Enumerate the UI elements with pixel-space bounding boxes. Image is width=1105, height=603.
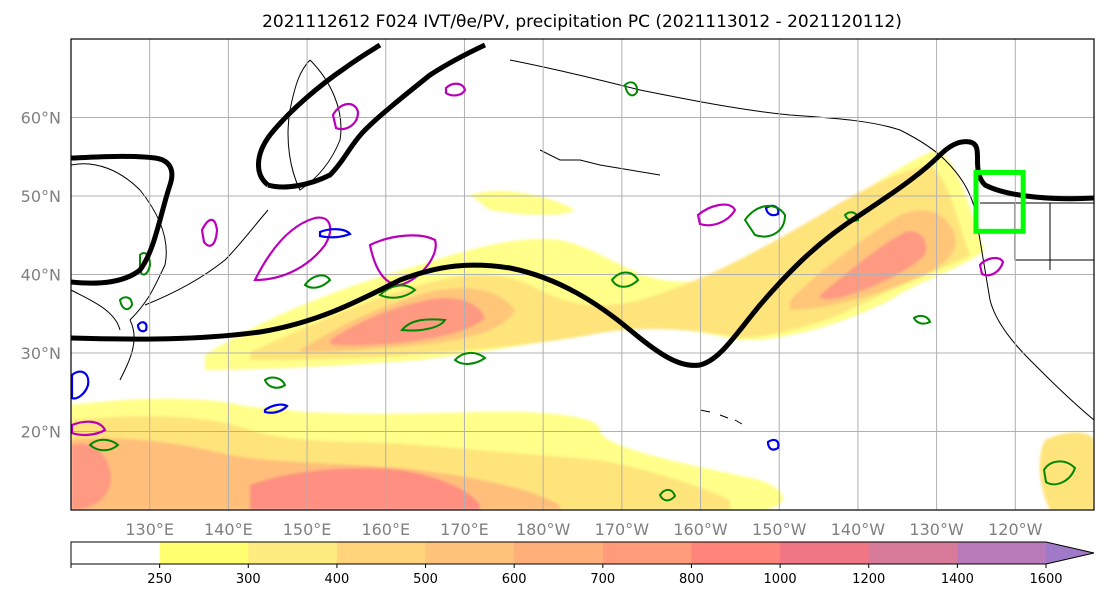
pv-contour-blue-6 bbox=[136, 321, 148, 333]
lat-label: 50°N bbox=[21, 187, 61, 206]
pv-contour-blue-4 bbox=[766, 438, 780, 451]
lon-label: 170°W bbox=[595, 520, 650, 539]
colorbar-label: 1200 bbox=[852, 572, 885, 587]
precip-contour-14 bbox=[623, 81, 639, 97]
theta-e-contour-na bbox=[938, 139, 1094, 202]
colorbar-segment bbox=[602, 542, 692, 564]
ivt-level-700b bbox=[820, 231, 927, 300]
ivt-patch-b bbox=[230, 407, 310, 423]
ivt-level-300-east bbox=[1039, 432, 1094, 510]
colorbar-label: 400 bbox=[324, 572, 349, 587]
lat-label: 40°N bbox=[21, 266, 61, 285]
lon-label: 130°E bbox=[125, 520, 174, 539]
colorbar-label: 500 bbox=[413, 572, 438, 587]
theta-e-contours bbox=[71, 42, 1094, 368]
precipitation-contours bbox=[88, 81, 1077, 502]
colorbar-label: 1400 bbox=[941, 572, 974, 587]
pv-contour-blue-1 bbox=[318, 228, 352, 239]
theta-e-contour-bering bbox=[256, 42, 487, 190]
colorbar-segment bbox=[868, 542, 958, 564]
colorbar-extend-arrow bbox=[1046, 542, 1094, 564]
pv-contour-magenta-2 bbox=[368, 234, 437, 287]
colorbar-segment bbox=[514, 542, 604, 564]
precip-contour-5 bbox=[610, 271, 640, 288]
pv-contour-magenta-4 bbox=[200, 218, 219, 247]
precip-contour-12 bbox=[912, 314, 932, 325]
graticule bbox=[71, 39, 1094, 510]
colorbar-segment bbox=[71, 542, 161, 564]
lon-label: 150°W bbox=[752, 520, 807, 539]
lon-label: 120°W bbox=[988, 520, 1043, 539]
lon-label: 180°W bbox=[516, 520, 571, 539]
colorbar-label: 1600 bbox=[1029, 572, 1062, 587]
colorbar-label: 300 bbox=[236, 572, 261, 587]
lon-label: 130°W bbox=[909, 520, 964, 539]
map-area bbox=[71, 39, 1094, 510]
pv-contour-magenta-3 bbox=[331, 103, 360, 131]
theta-e-contour-asia bbox=[71, 153, 175, 286]
pv-contour-magenta-7 bbox=[444, 82, 467, 97]
region-box bbox=[973, 169, 1026, 234]
ivt-level-800-west bbox=[71, 443, 111, 510]
colorbar: 250 300 400 500 600 700 800 1000 1200 1400 1600 bbox=[70, 541, 1095, 587]
pv-contour-magenta-8 bbox=[71, 420, 107, 437]
colorbar-segment bbox=[957, 542, 1047, 564]
map-title: 2021112612 F024 IVT/θe/PV, precipitation… bbox=[262, 12, 902, 32]
colorbar-segment bbox=[425, 542, 515, 564]
precip-contour-13 bbox=[843, 211, 860, 222]
precip-contour-4 bbox=[453, 352, 487, 365]
pv-contour-blue-5 bbox=[263, 403, 289, 414]
coast-alaska bbox=[509, 59, 946, 161]
precip-contour-9 bbox=[118, 296, 134, 311]
pv-contours bbox=[71, 82, 1005, 451]
colorbar-segment bbox=[780, 542, 870, 564]
colorbar-label: 800 bbox=[679, 572, 704, 587]
pv-contour-magenta-5 bbox=[696, 203, 737, 227]
ivt-level-700 bbox=[330, 297, 485, 346]
coast-hawaii bbox=[699, 409, 743, 425]
coast-japan bbox=[144, 209, 269, 306]
precip-contour-7 bbox=[1042, 460, 1077, 486]
lon-label: 140°W bbox=[831, 520, 886, 539]
colorbar-label: 600 bbox=[502, 572, 527, 587]
lon-label: 170°E bbox=[440, 520, 489, 539]
colorbar-segment bbox=[691, 542, 781, 564]
lat-label: 60°N bbox=[21, 109, 61, 128]
precip-contour-2 bbox=[378, 284, 417, 299]
lon-label: 160°W bbox=[673, 520, 728, 539]
pv-contour-blue-2 bbox=[71, 370, 90, 400]
precip-contour-10 bbox=[88, 438, 120, 452]
colorbar-outline bbox=[70, 541, 1095, 565]
lon-label: 140°E bbox=[204, 520, 253, 539]
colorbar-segment bbox=[248, 542, 338, 564]
precip-contour-8 bbox=[139, 252, 152, 276]
theta-e-contour-main bbox=[71, 153, 942, 368]
lat-label: 20°N bbox=[21, 423, 61, 442]
precip-contour-11 bbox=[658, 488, 677, 502]
ivt-patch-a bbox=[470, 190, 575, 215]
latitude-labels: 20°N 30°N 40°N 50°N 60°N bbox=[21, 109, 61, 442]
colorbar-label: 700 bbox=[590, 572, 615, 587]
precip-contour-1 bbox=[400, 318, 447, 332]
precip-contour-15 bbox=[263, 376, 287, 389]
precip-contour-6 bbox=[743, 205, 787, 238]
lat-label: 30°N bbox=[21, 344, 61, 363]
colorbar-label: 250 bbox=[147, 572, 172, 587]
pv-contour-magenta-1 bbox=[253, 216, 332, 282]
lon-label: 160°E bbox=[361, 520, 410, 539]
coast-aleutians bbox=[539, 149, 661, 176]
colorbar-segment bbox=[336, 542, 427, 564]
map-frame bbox=[70, 38, 1095, 511]
pv-contour-magenta-6 bbox=[978, 256, 1005, 277]
longitude-labels: 130°E 140°E 150°E 160°E 170°E 180°W 170°W 160°W… bbox=[125, 520, 1042, 539]
coastlines bbox=[71, 59, 1094, 425]
lon-label: 150°E bbox=[283, 520, 332, 539]
colorbar-label: 1000 bbox=[764, 572, 797, 587]
colorbar-segment bbox=[159, 542, 249, 564]
coast-asia bbox=[71, 163, 167, 381]
precip-contour-3 bbox=[303, 274, 332, 289]
coast-na-west bbox=[944, 159, 1094, 421]
